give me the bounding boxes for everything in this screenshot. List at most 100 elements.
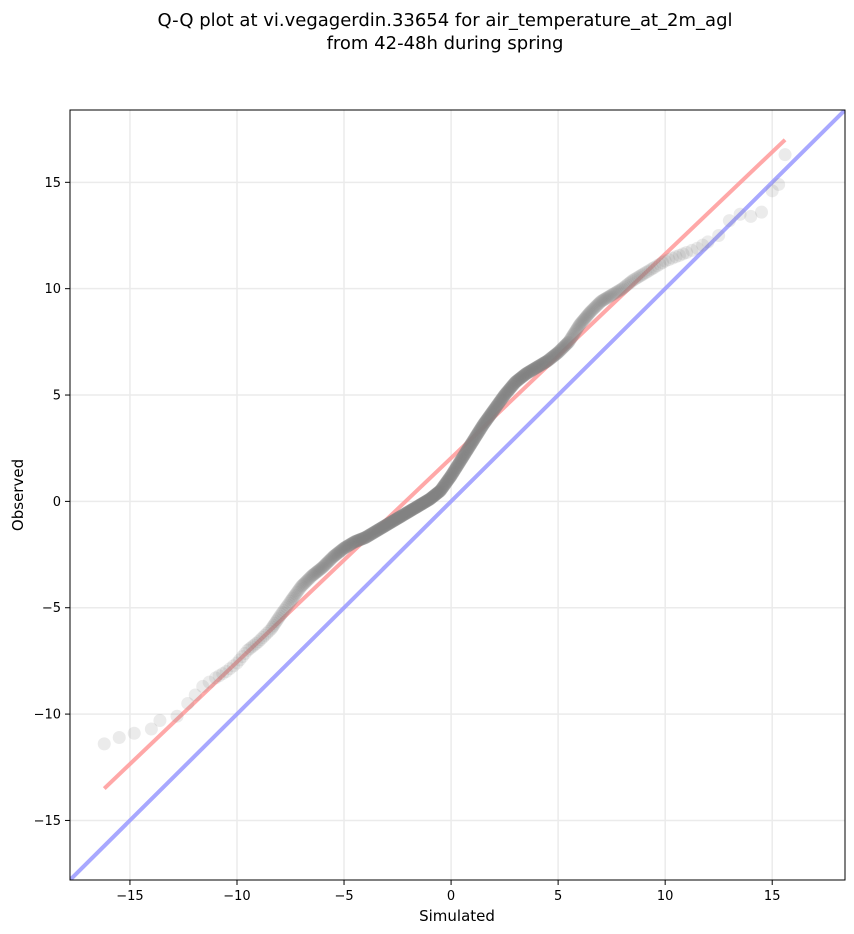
data-point [418,495,432,509]
data-point [306,568,320,582]
data-point [267,618,281,632]
data-point [317,559,331,573]
data-point [339,540,353,554]
data-point [366,526,380,540]
data-point [393,510,407,524]
data-point [433,484,447,498]
data-point [391,511,405,525]
data-point [324,552,338,566]
data-point [486,403,500,417]
x-axis-label: Simulated [419,907,495,925]
data-point [528,362,542,376]
data-point [367,526,381,540]
data-point [456,450,470,464]
data-point [539,355,553,369]
data-point [669,250,683,264]
data-point [349,534,363,548]
data-point [517,368,531,382]
data-point [490,398,504,412]
data-point [469,430,483,444]
data-point [566,328,580,342]
data-point [415,497,429,511]
data-point [641,264,655,278]
data-point [354,532,368,546]
data-point [245,640,259,654]
x-tick-label: 10 [657,889,674,904]
data-point [585,303,599,317]
data-point [405,503,419,517]
data-point [529,361,543,375]
data-point [484,407,498,421]
data-point [620,278,634,292]
data-point [553,343,567,357]
data-point [483,409,497,423]
data-point [439,475,453,489]
data-point [466,434,480,448]
data-point [551,345,565,359]
data-point [395,509,409,523]
data-point [331,546,345,560]
fit-line [102,138,787,790]
plot-area-frame [69,109,846,881]
data-point [580,309,594,323]
chart-title-line-2: from 42-48h during spring [327,33,564,54]
x-axis-ticks: −15 −10 −5 0 5 10 15 [116,880,780,904]
data-point [531,360,545,374]
data-point [415,497,429,511]
data-point [549,347,563,361]
data-point [446,466,460,480]
data-point [450,459,464,473]
data-point [404,504,418,518]
data-point [498,387,512,401]
data-point [549,347,563,361]
data-point [521,366,535,380]
data-point [575,315,589,329]
data-point [226,659,240,673]
data-point [569,324,583,338]
data-point [387,514,401,528]
data-point [407,502,421,516]
data-point [546,350,560,364]
data-point [498,388,512,402]
data-point [483,408,497,422]
data-point [395,509,409,523]
data-point [507,377,521,391]
data-point [320,556,334,570]
data-point [701,235,715,249]
data-point [365,527,379,541]
data-point [530,360,544,374]
data-point [396,508,410,522]
data-point [336,542,350,556]
data-point [537,356,551,370]
data-point [500,385,514,399]
data-point [545,350,559,364]
data-point [597,293,611,307]
data-point [465,435,479,449]
data-point [435,482,449,496]
data-point [513,372,527,386]
data-point [457,448,471,462]
data-point [311,564,325,578]
data-point [499,386,513,400]
data-point [520,366,534,380]
data-point [466,434,480,448]
data-point [424,491,438,505]
data-point [413,498,427,512]
data-point [292,582,306,596]
data-point [494,393,508,407]
data-point [363,528,377,542]
data-point [249,636,263,650]
data-point [481,411,495,425]
data-point [408,501,422,515]
data-point [570,321,584,335]
data-point [318,558,332,572]
data-point [367,525,381,539]
data-point [685,243,699,257]
data-point [582,307,596,321]
data-point [374,521,388,535]
data-point [765,184,779,198]
data-point [474,421,488,435]
data-point [298,576,312,590]
data-point [417,496,431,510]
data-point [547,349,561,363]
